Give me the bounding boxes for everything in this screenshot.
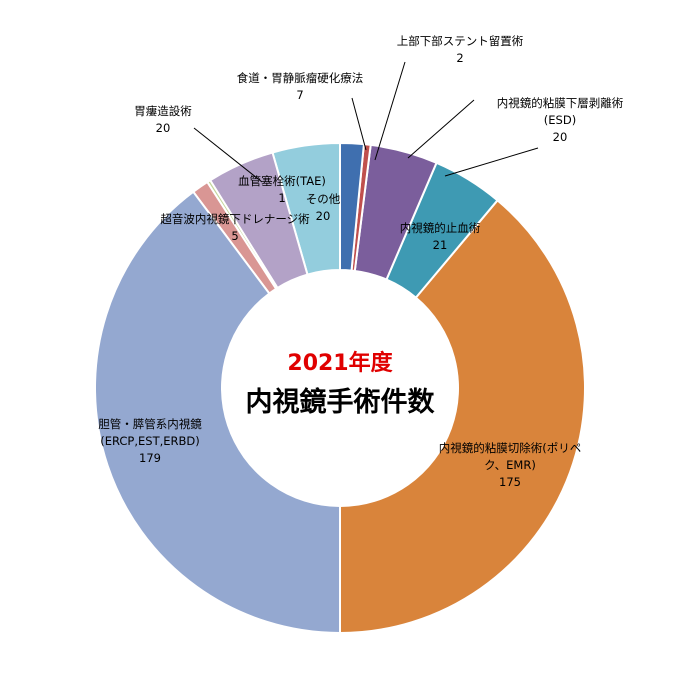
- value-label: 175: [499, 475, 521, 489]
- data-label: 内視鏡的粘膜下層剥離術(ESD) 20: [485, 95, 635, 146]
- category-label: 内視鏡的止血術: [399, 221, 481, 235]
- leader-line: [193, 127, 263, 183]
- data-label: 血管塞栓術(TAE) 1: [227, 173, 337, 207]
- value-label: 7: [296, 88, 304, 102]
- category-label: その他: [305, 192, 341, 206]
- data-label: 超音波内視鏡下ドレナージ術 5: [155, 211, 315, 245]
- category-label: 胆管・膵管系内視鏡(ERCP,EST,ERBD): [98, 417, 202, 448]
- data-label: 胃瘻造設術 20: [103, 103, 223, 137]
- slice: [339, 198, 586, 635]
- data-label: 内視鏡的止血術 21: [385, 220, 495, 254]
- slice: [208, 151, 309, 290]
- category-label: 胃瘻造設術: [134, 104, 192, 118]
- slice: [385, 161, 499, 300]
- value-label: 20: [552, 130, 568, 144]
- data-label: 内視鏡的粘膜切除術(ポリペク、EMR) 175: [430, 440, 590, 491]
- slice: [339, 141, 366, 272]
- chart-subtitle: 内視鏡手術件数: [245, 387, 435, 418]
- data-label: 食道・胃静脈瘤硬化療法 7: [200, 70, 400, 104]
- slice: [353, 143, 438, 281]
- leader-lines: [193, 61, 539, 183]
- value-label: 20: [315, 209, 331, 223]
- category-label: 内視鏡的粘膜切除術(ポリペク、EMR): [438, 441, 582, 472]
- leader-line: [374, 61, 406, 161]
- category-label: 上部下部ステント留置術: [396, 34, 524, 48]
- category-label: 超音波内視鏡下ドレナージ術: [160, 212, 310, 226]
- value-label: 20: [155, 121, 171, 135]
- leader-line: [351, 97, 367, 151]
- leader-line: [444, 147, 539, 177]
- category-label: 食道・胃静脈瘤硬化療法: [236, 71, 364, 85]
- data-label: 胆管・膵管系内視鏡(ERCP,EST,ERBD) 179: [90, 416, 210, 467]
- category-label: 血管塞栓術(TAE): [238, 174, 326, 188]
- slice: [94, 190, 341, 635]
- value-label: 1: [278, 191, 286, 205]
- value-label: 179: [139, 451, 161, 465]
- data-label: その他 20: [293, 191, 353, 225]
- value-label: 2: [456, 51, 464, 65]
- chart-title: 2021年度: [287, 351, 393, 376]
- leader-line: [407, 99, 475, 159]
- value-label: 21: [432, 238, 448, 252]
- category-label: 内視鏡的粘膜下層剥離術(ESD): [496, 96, 624, 127]
- value-label: 5: [231, 229, 239, 243]
- data-label: 上部下部ステント留置術 2: [360, 33, 560, 67]
